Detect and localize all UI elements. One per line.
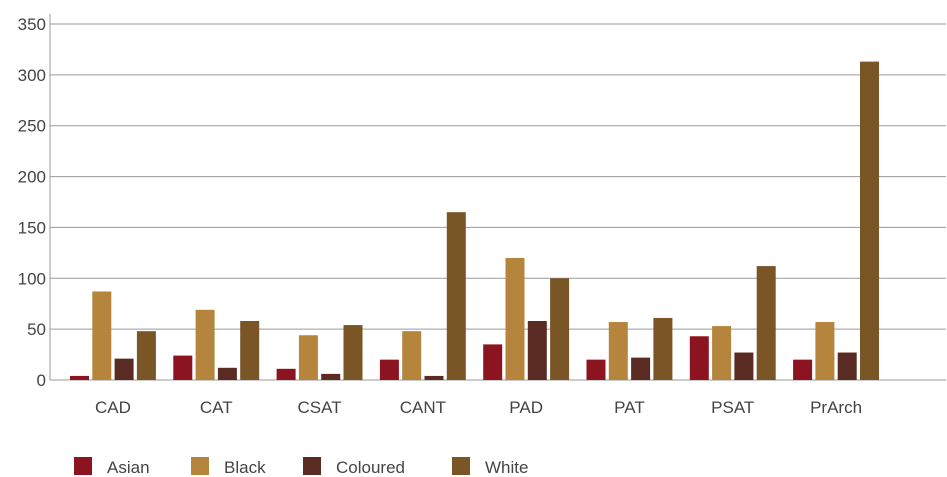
- bar-pad-coloured: [527, 321, 547, 380]
- bar-csat-asian: [276, 368, 296, 380]
- legend-label-black: Black: [224, 458, 266, 477]
- bar-csat-coloured: [321, 373, 341, 380]
- bar-prarch-coloured: [837, 352, 857, 380]
- bars: [70, 61, 879, 381]
- bar-cant-black: [402, 331, 422, 380]
- bar-pat-asian: [586, 359, 606, 380]
- bar-cat-black: [195, 309, 215, 380]
- bar-pat-white: [653, 317, 673, 380]
- y-axis-tick-labels: 0 50 100 150 200 250 300 350: [18, 15, 46, 390]
- legend-swatch-asian: [74, 457, 92, 475]
- bar-cad-coloured: [114, 358, 134, 380]
- y-tick-label-150: 150: [18, 218, 46, 237]
- bar-cad-black: [92, 291, 112, 380]
- x-axis-category-labels: CAD CAT CSAT CANT PAD PAT PSAT PrArch: [95, 398, 862, 417]
- bar-csat-black: [298, 335, 318, 380]
- y-tick-label-250: 250: [18, 117, 46, 136]
- x-category-label-csat: CSAT: [298, 398, 342, 417]
- bar-psat-white: [756, 266, 776, 380]
- x-category-label-pad: PAD: [509, 398, 543, 417]
- bar-prarch-black: [815, 322, 835, 380]
- bar-cat-coloured: [217, 367, 237, 380]
- legend-label-white: White: [485, 458, 528, 477]
- bar-cad-asian: [70, 375, 89, 380]
- bar-pad-white: [550, 278, 570, 380]
- bar-cant-coloured: [424, 375, 444, 380]
- y-tick-label-300: 300: [18, 66, 46, 85]
- legend: Asian Black Coloured White: [74, 457, 528, 477]
- bar-cad-white: [136, 331, 156, 380]
- x-category-label-prarch: PrArch: [810, 398, 862, 417]
- y-tick-label-0: 0: [37, 371, 46, 390]
- axes: [49, 14, 946, 381]
- bar-cant-white: [446, 212, 466, 380]
- x-category-label-pat: PAT: [614, 398, 645, 417]
- y-tick-label-50: 50: [27, 320, 46, 339]
- bar-pat-black: [608, 322, 628, 380]
- bar-cant-asian: [379, 359, 399, 380]
- x-category-label-psat: PSAT: [711, 398, 754, 417]
- bar-prarch-asian: [793, 359, 813, 380]
- bar-pad-black: [505, 257, 525, 380]
- y-tick-label-100: 100: [18, 269, 46, 288]
- y-tick-label-200: 200: [18, 168, 46, 187]
- bar-psat-coloured: [734, 352, 754, 380]
- bar-psat-asian: [689, 336, 709, 380]
- bar-cat-asian: [173, 355, 193, 380]
- bar-psat-black: [712, 326, 732, 380]
- bar-prarch-white: [860, 61, 879, 381]
- bar-csat-white: [343, 325, 363, 380]
- bar-pat-coloured: [631, 357, 651, 380]
- legend-label-asian: Asian: [107, 458, 150, 477]
- x-category-label-cat: CAT: [200, 398, 233, 417]
- legend-swatch-white: [452, 457, 470, 475]
- bar-cat-white: [240, 321, 260, 380]
- legend-label-coloured: Coloured: [336, 458, 405, 477]
- bar-pad-asian: [483, 344, 503, 380]
- legend-swatch-black: [191, 457, 209, 475]
- x-category-label-cant: CANT: [400, 398, 446, 417]
- legend-swatch-coloured: [303, 457, 321, 475]
- gridlines: [50, 23, 946, 330]
- x-category-label-cad: CAD: [95, 398, 131, 417]
- y-tick-label-350: 350: [18, 15, 46, 34]
